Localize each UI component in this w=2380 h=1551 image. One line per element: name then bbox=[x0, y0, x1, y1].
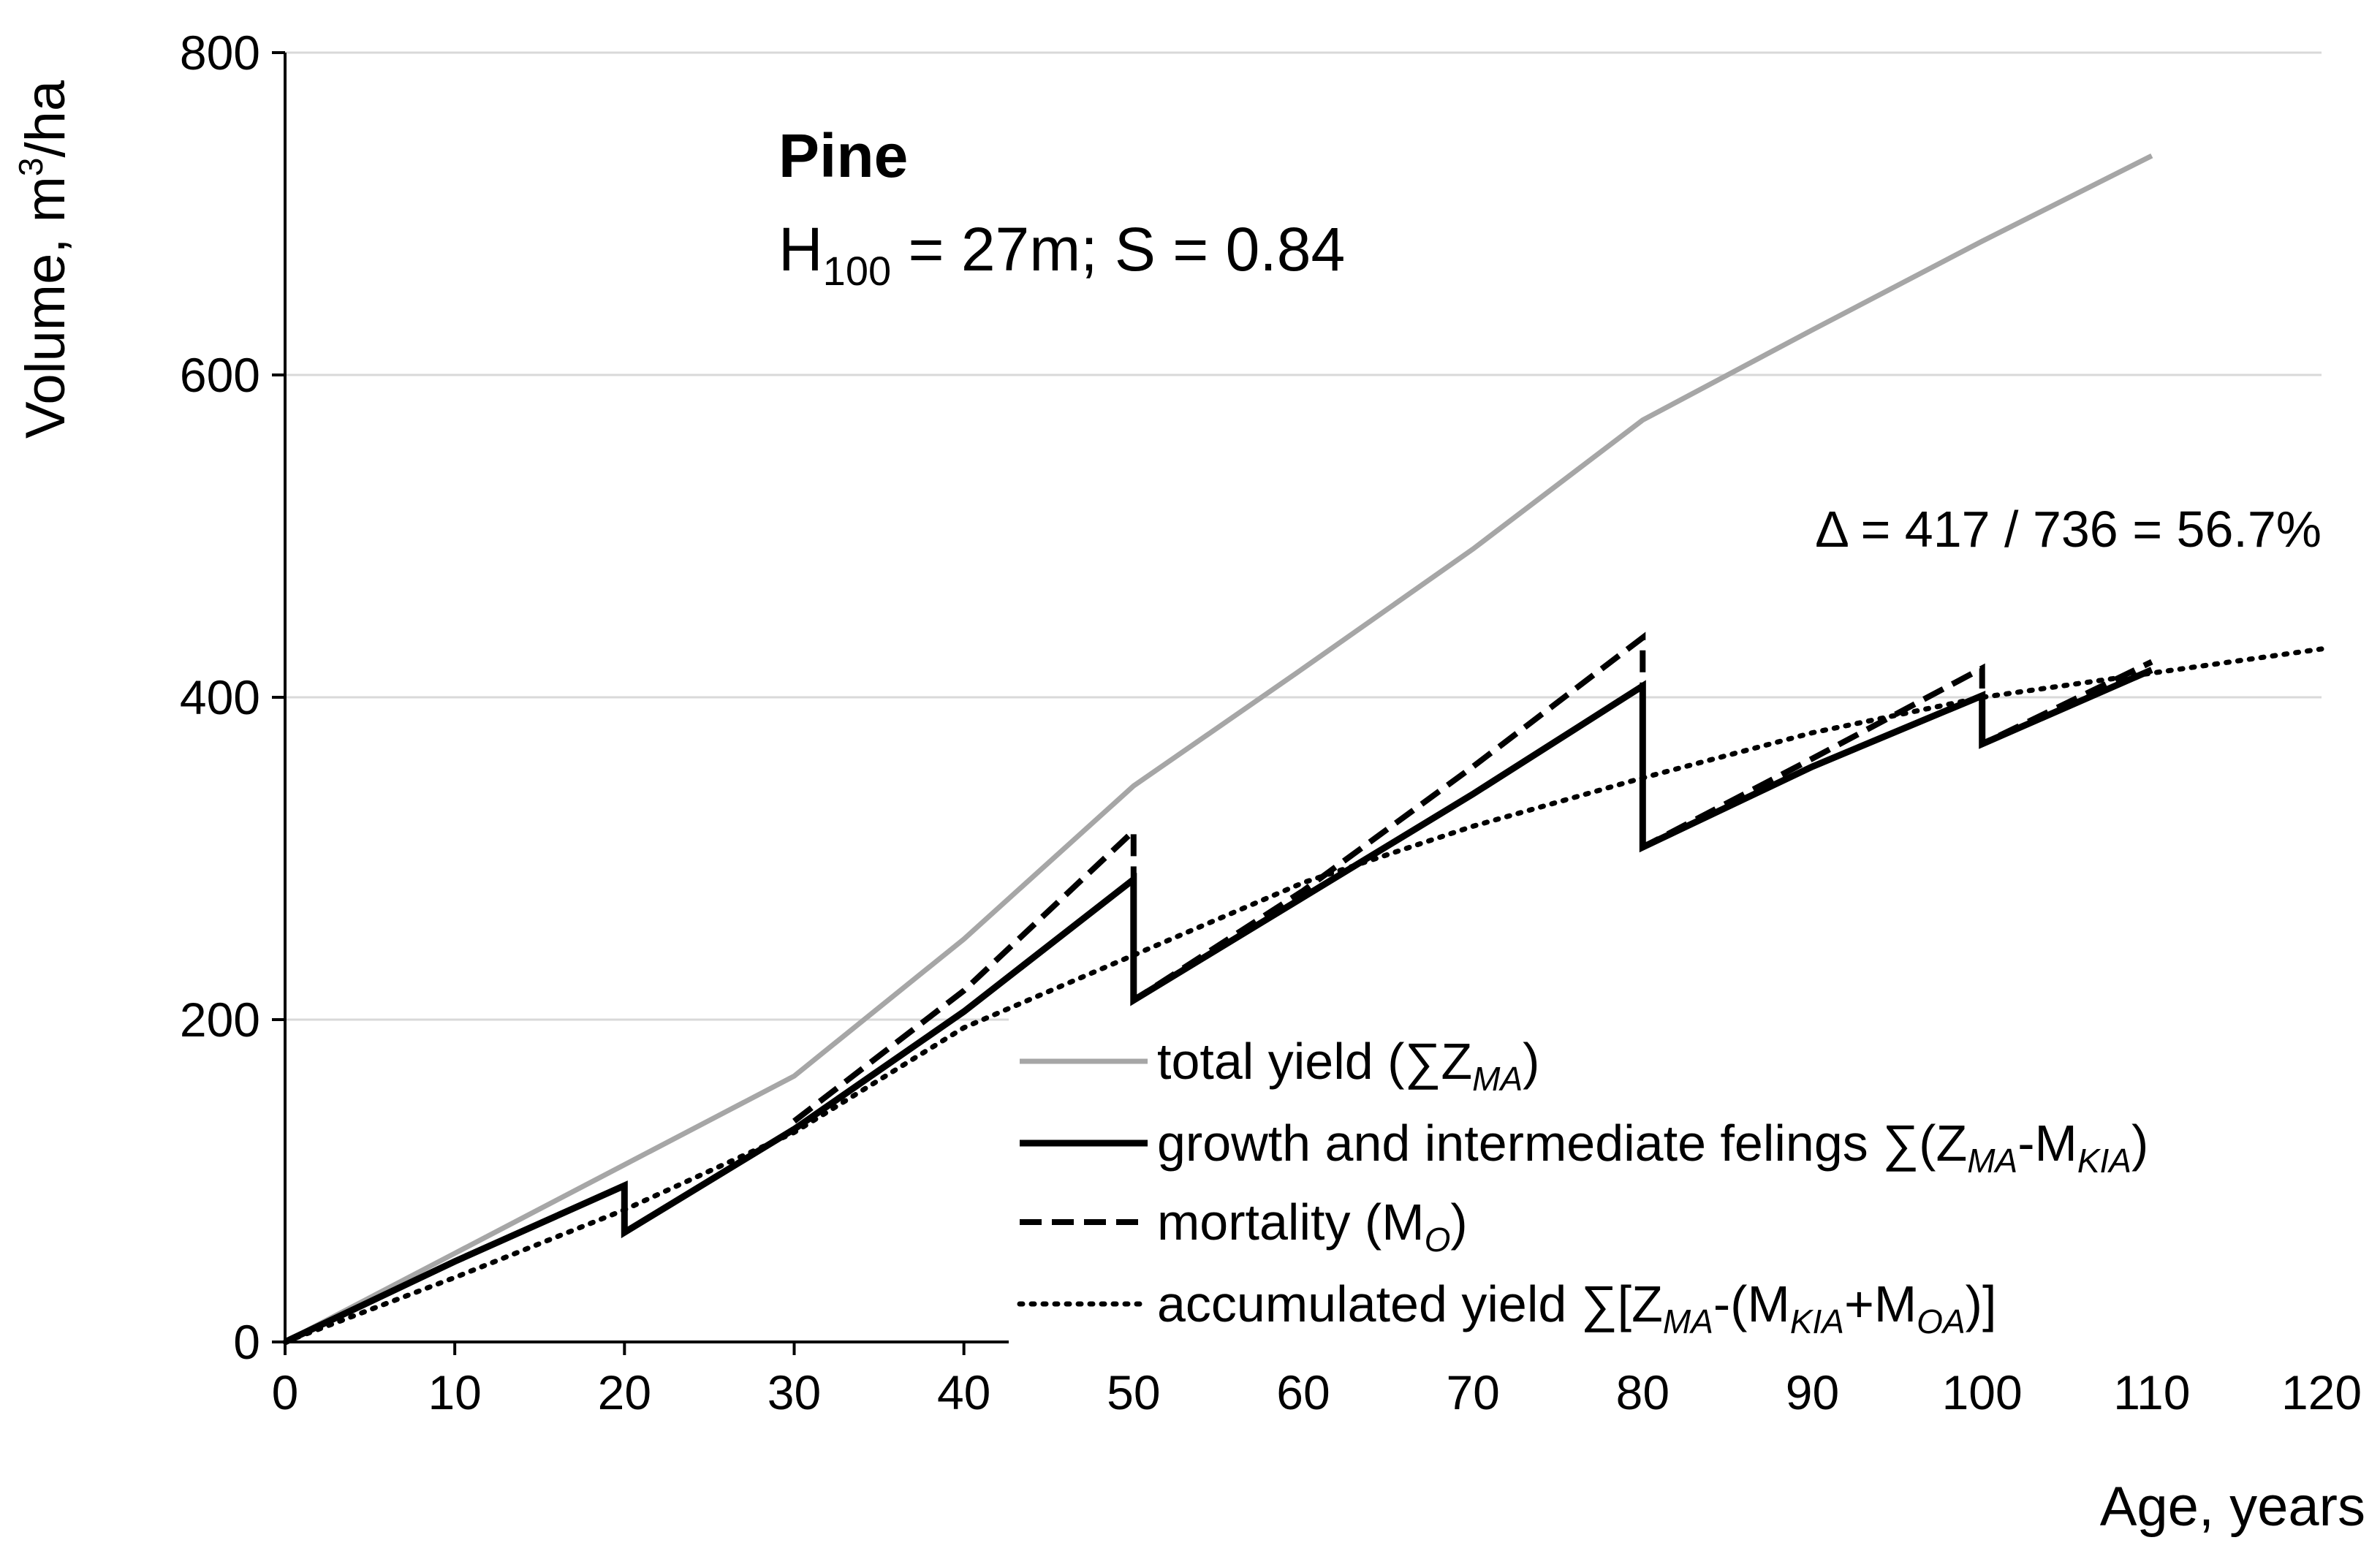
delta-annotation: Δ = 417 / 736 = 56.7% bbox=[1815, 501, 2322, 558]
x-tick-label-70: 70 bbox=[1446, 1365, 1499, 1419]
species-label: Pine bbox=[778, 121, 908, 190]
legend-label-accumulated: accumulated yield ∑[ZMA-(MKIA+MOA)] bbox=[1157, 1275, 1996, 1340]
legend-background bbox=[1009, 1015, 2376, 1358]
x-tick-label-40: 40 bbox=[937, 1365, 990, 1419]
legend-label-total: total yield (∑ZMA) bbox=[1157, 1033, 1539, 1098]
series-line-mortality bbox=[792, 632, 2153, 1124]
x-tick-labels: 0 10 20 30 40 50 60 70 80 90 100 110 120 bbox=[272, 1365, 2362, 1419]
y-tick-label-600: 600 bbox=[180, 348, 260, 402]
x-tick-label-90: 90 bbox=[1786, 1365, 1839, 1419]
series-line-accumulated bbox=[282, 646, 2324, 1345]
y-tick-label-200: 200 bbox=[180, 993, 260, 1047]
x-tick-label-10: 10 bbox=[428, 1365, 481, 1419]
legend: total yield (∑ZMA) growth and intermedia… bbox=[1009, 1015, 2376, 1358]
legend-label-growth: growth and intermediate felings ∑(ZMA-MK… bbox=[1157, 1115, 2148, 1180]
y-tick-labels: 0 200 400 600 800 bbox=[180, 26, 260, 1369]
x-tick-label-110: 110 bbox=[2113, 1365, 2190, 1419]
data-series bbox=[282, 153, 2324, 1346]
y-tick-label-800: 800 bbox=[180, 26, 260, 80]
x-tick-label-0: 0 bbox=[272, 1365, 299, 1419]
x-tick-label-60: 60 bbox=[1276, 1365, 1330, 1419]
series-line-total bbox=[284, 153, 2153, 1345]
x-tick-label-80: 80 bbox=[1616, 1365, 1670, 1419]
x-axis-title: Age, years bbox=[2100, 1476, 2365, 1538]
y-tick-label-0: 0 bbox=[233, 1315, 260, 1369]
x-tick-label-50: 50 bbox=[1107, 1365, 1160, 1419]
legend-label-mortality: mortality (MO) bbox=[1157, 1194, 1468, 1259]
y-axis-title: Volume, m3/ha bbox=[12, 80, 77, 439]
x-tick-label-30: 30 bbox=[768, 1365, 821, 1419]
x-tick-label-20: 20 bbox=[598, 1365, 651, 1419]
x-tick-label-100: 100 bbox=[1942, 1365, 2023, 1419]
stand-parameters: H100 = 27m; S = 0.84 bbox=[778, 215, 1345, 294]
y-tick-label-400: 400 bbox=[180, 670, 260, 724]
x-tick-label-120: 120 bbox=[2281, 1365, 2362, 1419]
